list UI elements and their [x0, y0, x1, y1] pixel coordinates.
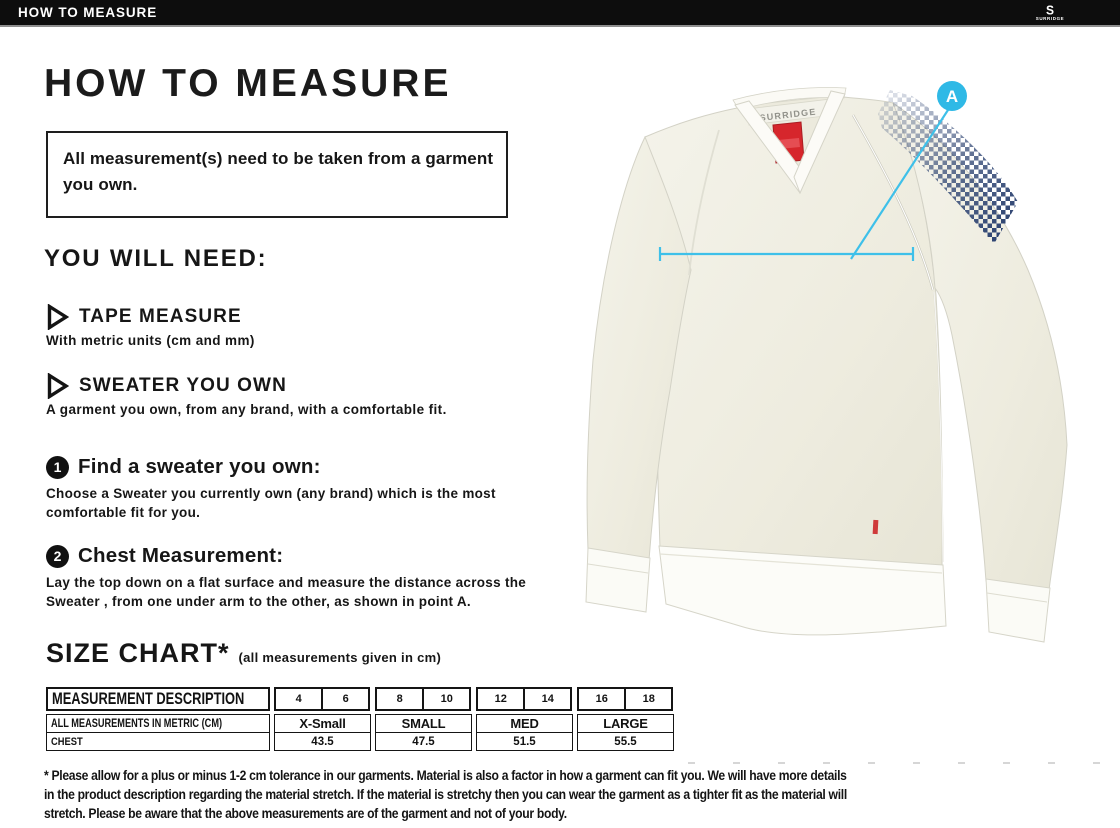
- step-number-badge: 2: [46, 544, 69, 568]
- step-number-badge: 1: [46, 455, 69, 479]
- triangle-bullet-icon: [47, 304, 69, 330]
- size-name-cell: SMALL: [375, 714, 472, 733]
- size-cell: 10: [421, 687, 472, 711]
- notice-text: All measurement(s) need to be taken from…: [63, 149, 494, 195]
- sweater-diagram: SURRIDGE A: [585, 81, 1116, 764]
- need-item-description: A garment you own, from any brand, with …: [46, 402, 447, 417]
- step-2: 2 Chest Measurement: Lay the top down on…: [46, 544, 546, 611]
- size-cell: 8: [375, 687, 425, 711]
- size-group-xsmall: 4 6 X-Small 43.5: [274, 687, 371, 751]
- size-chart-heading: SIZE CHART* (all measurements given in cm…: [46, 638, 441, 669]
- need-item-tape-measure: TAPE MEASURE With metric units (cm and m…: [46, 304, 255, 348]
- page-title: HOW TO MEASURE: [44, 62, 452, 105]
- surridge-logo-icon: S: [1045, 2, 1054, 18]
- chest-value-cell: 43.5: [274, 733, 371, 751]
- size-name-cell: LARGE: [577, 714, 674, 733]
- footnote: * Please allow for a plus or minus 1-2 c…: [44, 768, 847, 822]
- size-cell: 16: [577, 687, 627, 711]
- shoulder-pattern: [878, 90, 1018, 244]
- marker-a-badge: [937, 81, 967, 111]
- marker-pointer-line: [850, 109, 949, 260]
- triangle-bullet-icon: [47, 373, 69, 399]
- sweater-illustration: SURRIDGE: [585, 87, 1068, 643]
- size-chart-title: SIZE CHART*: [46, 638, 230, 668]
- size-cell: 14: [522, 687, 573, 711]
- notice-box: All measurement(s) need to be taken from…: [46, 131, 508, 218]
- row-label-metric: ALL MEASUREMENTS IN METRIC (CM): [51, 717, 223, 730]
- size-cell: 12: [476, 687, 526, 711]
- marker-a-label: A: [946, 87, 958, 106]
- step-description: Choose a Sweater you currently own (any …: [46, 486, 496, 520]
- need-item-description: With metric units (cm and mm): [46, 333, 255, 348]
- brand-name: SURRIDGE: [1035, 16, 1065, 22]
- need-item-title: SWEATER YOU OWN: [79, 375, 287, 396]
- measurement-annotations: A: [658, 81, 967, 261]
- chest-value-cell: 51.5: [476, 733, 573, 751]
- chest-value-cell: 47.5: [375, 733, 472, 751]
- surridge-logo: S SURRIDGE: [1028, 1, 1072, 25]
- collar-brand-label: SURRIDGE: [759, 107, 817, 123]
- size-chart-subtitle: (all measurements given in cm): [238, 650, 442, 665]
- size-name-cell: X-Small: [274, 714, 371, 733]
- side-tag: [872, 519, 879, 535]
- top-bar-title: HOW TO MEASURE: [18, 5, 158, 20]
- size-cell: 6: [320, 687, 371, 711]
- step-description: Lay the top down on a flat surface and m…: [46, 575, 527, 609]
- size-group-large: 16 18 LARGE 55.5: [577, 687, 674, 751]
- need-item-sweater: SWEATER YOU OWN A garment you own, from …: [46, 373, 447, 417]
- step-1: 1 Find a sweater you own: Choose a Sweat…: [46, 455, 546, 522]
- top-bar: HOW TO MEASURE S SURRIDGE: [0, 0, 1120, 27]
- step-title: Chest Measurement:: [78, 544, 284, 567]
- size-group-small: 8 10 SMALL 47.5: [375, 687, 472, 751]
- table-label-column: MEASUREMENT DESCRIPTION ALL MEASUREMENTS…: [46, 687, 270, 751]
- you-will-need-heading: YOU WILL NEED:: [44, 245, 268, 272]
- need-item-title: TAPE MEASURE: [79, 306, 242, 327]
- size-name-cell: MED: [476, 714, 573, 733]
- row-label-chest: CHEST: [51, 735, 83, 748]
- size-cell: 18: [623, 687, 674, 711]
- size-chart-table: MEASUREMENT DESCRIPTION ALL MEASUREMENTS…: [46, 687, 674, 751]
- row-label-sizes: MEASUREMENT DESCRIPTION: [52, 689, 245, 708]
- step-title: Find a sweater you own:: [78, 455, 321, 478]
- size-cell: 4: [274, 687, 324, 711]
- size-group-med: 12 14 MED 51.5: [476, 687, 573, 751]
- chest-value-cell: 55.5: [577, 733, 674, 751]
